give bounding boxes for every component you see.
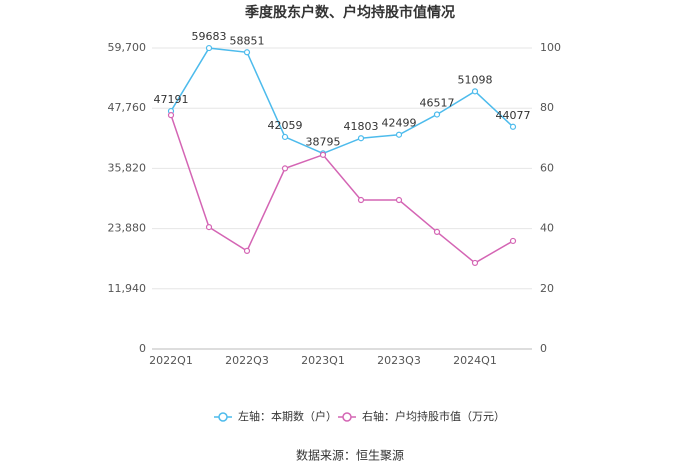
y-tick-label: 0 (139, 342, 146, 355)
data-point (509, 237, 517, 245)
y2-tick-label: 40 (540, 222, 554, 235)
series-line (170, 114, 514, 264)
data-point (319, 151, 327, 158)
y2-tick-label: 0 (540, 342, 547, 355)
y2-tick-label: 60 (540, 161, 554, 174)
x-tick-label: 2022Q3 (225, 354, 269, 367)
y2-tick-label: 100 (540, 41, 561, 54)
y2-tick-label: 20 (540, 282, 554, 295)
legend-marker (218, 412, 228, 422)
data-label: 44077 (496, 109, 531, 122)
data-point (395, 131, 403, 138)
data-point (243, 247, 251, 254)
legend-label: 右轴：户均持股市值（万元） (362, 409, 505, 423)
data-point (167, 112, 175, 119)
y-tick-label: 59,700 (108, 41, 147, 54)
data-point (433, 228, 441, 236)
data-point (471, 259, 479, 267)
data-point (395, 196, 403, 204)
data-point (205, 44, 213, 52)
source-note: 数据来源：恒生聚源 (296, 448, 404, 463)
data-label: 42059 (268, 119, 303, 132)
data-label: 41803 (344, 120, 379, 133)
data-label: 51098 (458, 73, 493, 86)
y-tick-label: 35,820 (108, 161, 147, 174)
data-label: 58851 (230, 34, 265, 47)
data-label: 59683 (192, 30, 227, 43)
data-point (433, 111, 441, 118)
data-point (281, 133, 289, 141)
x-tick-label: 2023Q3 (377, 354, 421, 367)
data-label: 47191 (154, 93, 189, 106)
data-label: 38795 (306, 135, 341, 148)
legend-label: 左轴：本期数（户） (238, 409, 337, 423)
data-point (357, 196, 365, 204)
chart-title: 季度股东户数、户均持股市值情况 (244, 4, 455, 21)
x-tick-label: 2023Q1 (301, 354, 345, 367)
y2-tick-label: 80 (540, 101, 554, 114)
data-point (205, 223, 213, 231)
x-tick-label: 2022Q1 (149, 354, 193, 367)
y-tick-label: 23,880 (108, 222, 147, 235)
data-label: 46517 (420, 96, 455, 109)
data-label: 42499 (382, 117, 417, 130)
x-tick-label: 2024Q1 (453, 354, 497, 367)
data-point (357, 135, 365, 142)
y-tick-label: 47,760 (108, 101, 147, 114)
data-point (281, 165, 289, 172)
y-tick-label: 11,940 (108, 282, 147, 295)
series-line (170, 47, 514, 155)
data-point (509, 123, 517, 130)
data-point (471, 88, 479, 95)
data-point (243, 49, 251, 56)
legend-marker (342, 412, 352, 422)
